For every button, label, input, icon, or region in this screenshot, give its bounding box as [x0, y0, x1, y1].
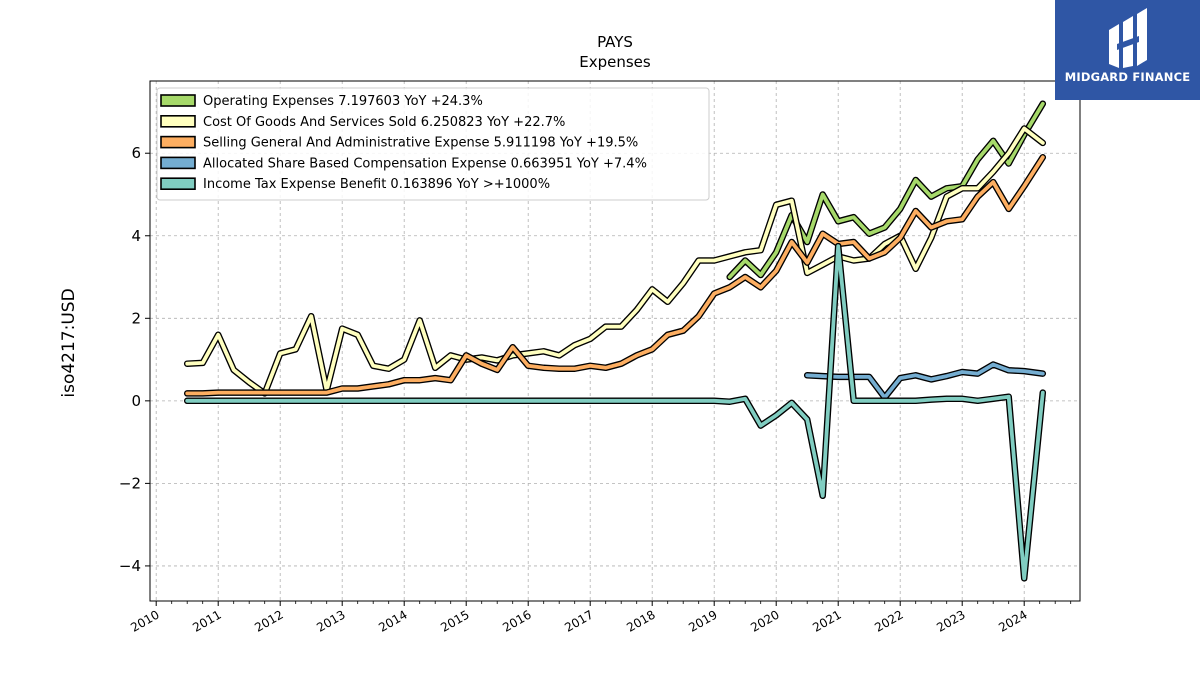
legend-item: Cost Of Goods And Services Sold 6.250823…	[203, 115, 565, 130]
series-line	[185, 155, 1045, 396]
y-tick-label: 0	[131, 392, 141, 410]
y-axis-label: iso4217:USD	[59, 288, 79, 397]
legend-box	[156, 87, 710, 201]
legend: Operating Expenses 7.197603 YoY +24.3% Co…	[156, 87, 710, 201]
series-lines	[183, 100, 1047, 582]
y-tick-label: 2	[131, 309, 141, 327]
legend-item: Selling General And Administrative Expen…	[203, 136, 638, 151]
series-operating-expenses	[726, 100, 1047, 281]
y-tick-label: −4	[119, 557, 141, 575]
y-tick-label: 6	[131, 144, 141, 162]
series-allocated-share-based-compensation-expense	[803, 361, 1047, 401]
series-line	[727, 101, 1045, 279]
legend-swatch	[160, 177, 196, 190]
legend-swatch	[160, 94, 196, 107]
y-tick-label: 4	[131, 227, 141, 245]
legend-item: Income Tax Expense Benefit 0.163896 YoY …	[203, 177, 550, 192]
legend-item: Allocated Share Based Compensation Expen…	[203, 156, 647, 171]
legend-swatch	[160, 115, 196, 128]
legend-item: Operating Expenses 7.197603 YoY +24.3%	[203, 94, 483, 109]
series-income-tax-expense-benefit	[183, 242, 1047, 582]
plot-frame	[149, 80, 1081, 602]
series-line	[805, 362, 1045, 400]
chart-title: PAYS	[597, 33, 633, 51]
y-tick-label: −2	[119, 474, 141, 492]
brand-logo-icon	[1109, 8, 1147, 68]
series-selling-general-and-administrative-expense	[183, 154, 1047, 397]
brand-name: MIDGARD FINANCE	[1064, 70, 1191, 84]
brand-logo: MIDGARD FINANCE	[1055, 0, 1200, 100]
series-line	[185, 244, 1045, 581]
legend-swatch	[160, 135, 196, 149]
chart-subtitle: Expenses	[579, 53, 651, 71]
legend-swatch	[160, 156, 196, 170]
